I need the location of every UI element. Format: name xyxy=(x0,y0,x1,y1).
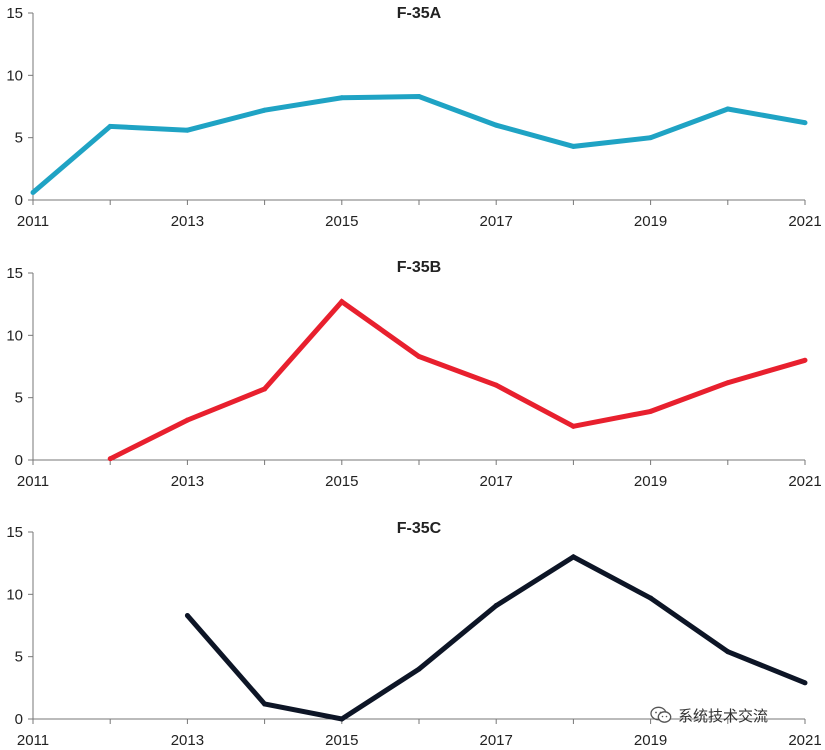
x-tick-label: 2015 xyxy=(325,732,358,749)
x-tick-label: 2019 xyxy=(634,732,667,749)
x-tick-label: 2011 xyxy=(17,732,49,749)
data-point xyxy=(416,94,422,100)
x-tick-label: 2021 xyxy=(788,732,821,749)
x-tick-label: 2013 xyxy=(171,732,204,749)
data-point xyxy=(648,408,654,414)
data-point xyxy=(184,127,190,133)
watermark-text: 系统技术交流 xyxy=(678,706,769,725)
data-point xyxy=(493,382,499,388)
y-tick-label: 15 xyxy=(6,265,23,282)
series-line-f-35b xyxy=(109,298,806,462)
data-point xyxy=(339,95,345,101)
data-point xyxy=(570,423,576,429)
data-point xyxy=(725,649,731,655)
y-tick-label: 10 xyxy=(6,327,23,344)
series-line-f-35c xyxy=(185,554,806,722)
data-point xyxy=(262,107,268,113)
x-tick-label: 2021 xyxy=(788,213,821,230)
data-point xyxy=(648,595,654,601)
y-tick-label: 5 xyxy=(15,390,23,407)
x-tick-label: 2013 xyxy=(171,473,204,490)
x-tick-label: 2019 xyxy=(634,213,667,230)
x-tick-label: 2013 xyxy=(171,213,204,230)
data-point xyxy=(416,354,422,360)
data-point xyxy=(648,135,654,141)
x-tick-label: 2017 xyxy=(480,732,513,749)
y-tick-label: 10 xyxy=(6,586,23,603)
data-point xyxy=(493,122,499,128)
series-line-f-35a xyxy=(31,93,806,195)
x-tick-label: 2015 xyxy=(325,213,358,230)
chart-f-35b: 0 5 10 15 2011 2013 2015 2017 2019 2021 F-35B xyxy=(6,259,821,490)
data-point xyxy=(262,701,268,707)
data-point xyxy=(184,613,190,619)
y-tick-label: 5 xyxy=(15,130,23,147)
y-tick-label: 0 xyxy=(15,452,23,469)
x-tick-label: 2011 xyxy=(17,213,49,230)
x-tick-label: 2011 xyxy=(17,473,49,490)
data-point xyxy=(802,680,808,686)
data-point xyxy=(802,357,808,363)
y-tick-label: 0 xyxy=(15,192,23,209)
watermark: 系统技术交流 xyxy=(650,704,818,726)
data-point xyxy=(725,380,731,386)
data-point xyxy=(107,456,113,462)
wechat-icon xyxy=(650,706,672,723)
chart-f-35a: 0 5 10 15 2011 2013 2015 2017 2019 2021 F-35A xyxy=(6,5,821,230)
y-tick-label: 15 xyxy=(6,5,23,22)
chart-f-35c: 0 5 10 15 2011 2013 2015 2017 2019 2021 F-35C xyxy=(6,520,821,749)
y-tick-label: 5 xyxy=(15,649,23,666)
data-point xyxy=(262,386,268,392)
y-tick-label: 15 xyxy=(6,524,23,541)
chart-title: F-35A xyxy=(397,5,442,22)
x-tick-label: 2015 xyxy=(325,473,358,490)
y-tick-label: 0 xyxy=(15,711,23,728)
data-point xyxy=(493,603,499,609)
y-tick-label: 10 xyxy=(6,67,23,84)
chart-title: F-35B xyxy=(397,259,441,276)
data-point xyxy=(416,666,422,672)
data-point xyxy=(339,299,345,305)
x-tick-label: 2017 xyxy=(480,213,513,230)
data-point xyxy=(339,716,345,722)
data-point xyxy=(570,554,576,560)
x-tick-label: 2021 xyxy=(788,473,821,490)
x-tick-label: 2017 xyxy=(480,473,513,490)
data-point xyxy=(184,417,190,423)
data-point xyxy=(107,123,113,129)
chart-title: F-35C xyxy=(397,520,442,537)
data-point xyxy=(725,106,731,112)
x-tick-label: 2019 xyxy=(634,473,667,490)
data-point xyxy=(802,120,808,126)
data-point xyxy=(570,143,576,149)
data-point xyxy=(30,190,36,196)
